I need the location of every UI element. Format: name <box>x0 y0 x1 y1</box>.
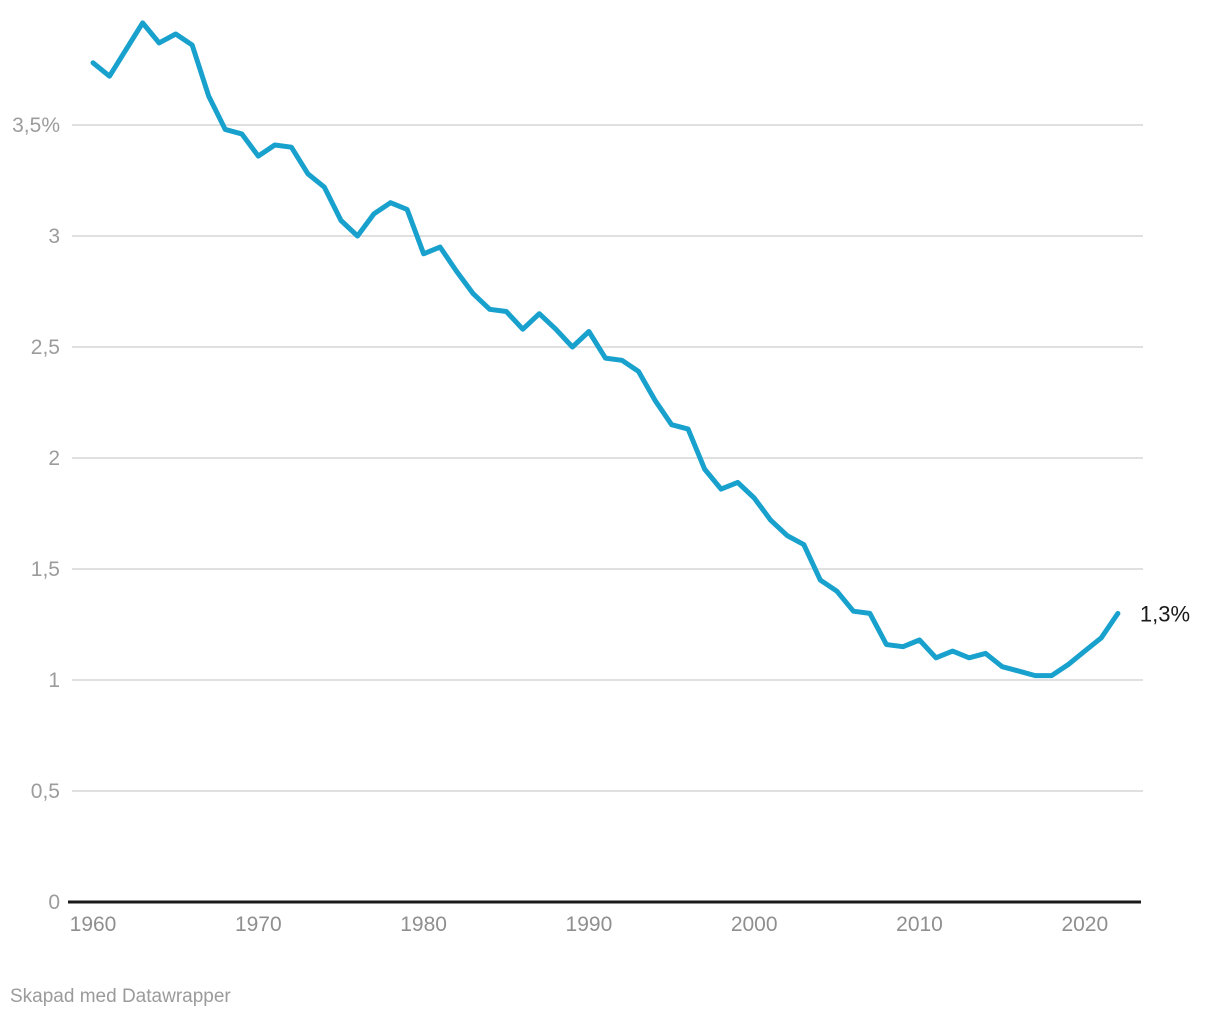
x-tick-label: 2020 <box>1061 913 1108 936</box>
y-tick-label: 3 <box>48 225 60 248</box>
x-tick-label: 2000 <box>731 913 778 936</box>
data-line <box>90 20 1121 679</box>
y-tick-label: 2 <box>48 447 60 470</box>
y-tick-label: 0 <box>48 891 60 914</box>
x-tick-label: 1990 <box>566 913 613 936</box>
line-chart: 3,5% 3 2,5 2 1,5 1 0,5 0 1960 1970 1980 1990 2000 201… <box>12 20 1190 936</box>
x-tick-label: 2010 <box>896 913 943 936</box>
y-tick-label: 2,5 <box>31 336 60 359</box>
y-tick-label: 3,5% <box>12 114 60 137</box>
x-tick-label: 1960 <box>70 913 117 936</box>
y-tick-label: 1,5 <box>31 558 60 581</box>
x-tick-label: 1970 <box>235 913 282 936</box>
y-tick-label: 1 <box>48 669 60 692</box>
datawrapper-credit: Skapad med Datawrapper <box>10 986 231 1007</box>
end-value-label: 1,3% <box>1140 601 1190 626</box>
y-tick-label: 0,5 <box>31 780 60 803</box>
x-tick-label: 1980 <box>400 913 447 936</box>
